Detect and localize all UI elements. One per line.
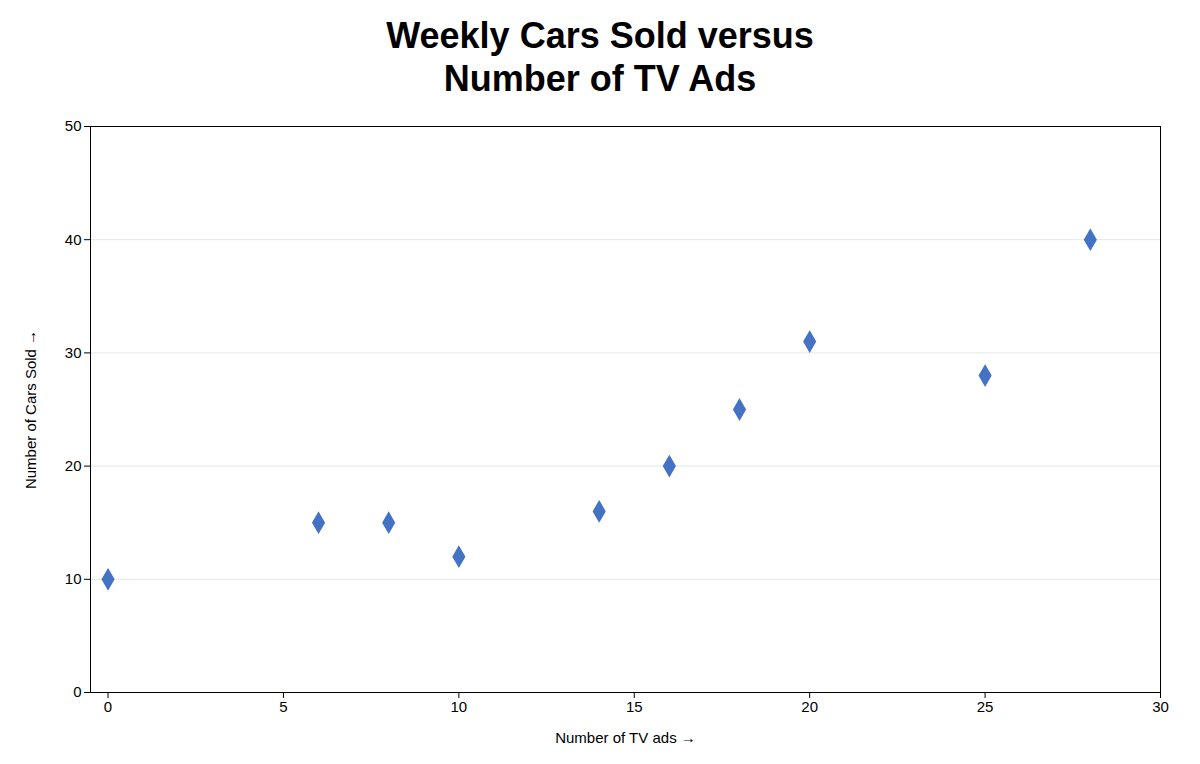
svg-text:40: 40 — [65, 231, 82, 248]
svg-text:0: 0 — [73, 684, 81, 701]
svg-text:0: 0 — [104, 699, 112, 716]
svg-text:15: 15 — [626, 699, 643, 716]
svg-text:25: 25 — [977, 699, 994, 716]
svg-text:10: 10 — [451, 699, 468, 716]
svg-text:Number of TV ads →: Number of TV ads → — [555, 729, 696, 746]
svg-text:30: 30 — [1152, 699, 1169, 716]
svg-text:5: 5 — [279, 699, 287, 716]
html-text:Weekly Cars Sold versus: Weekly Cars Sold versus — [386, 15, 814, 56]
html-text:Number of TV Ads: Number of TV Ads — [443, 58, 757, 100]
svg-text:20: 20 — [801, 699, 818, 716]
svg-text:30: 30 — [65, 344, 82, 361]
svg-text:Number of Cars Sold →: Number of Cars Sold → — [22, 330, 39, 489]
svg-text:20: 20 — [65, 457, 82, 474]
svg-text:50: 50 — [65, 118, 82, 135]
svg-text:10: 10 — [65, 570, 82, 587]
